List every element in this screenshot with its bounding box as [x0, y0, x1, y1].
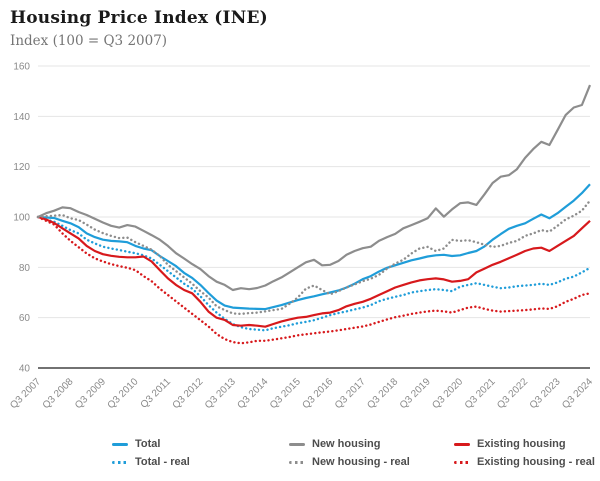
legend-swatch-new-housing — [289, 442, 305, 446]
x-tick-label: Q3 2013 — [203, 376, 238, 411]
x-tick-label: Q3 2008 — [41, 376, 76, 411]
chart-legend: Total New housing Existing housing Total… — [112, 438, 595, 468]
x-tick-label: Q3 2007 — [8, 376, 43, 411]
x-tick-label: Q3 2012 — [171, 376, 206, 411]
legend-item-existing-housing: Existing housing — [454, 438, 595, 450]
chart-subtitle: Index (100 = Q3 2007) — [10, 33, 168, 49]
x-tick-label: Q3 2017 — [333, 376, 368, 411]
x-tick-label: Q3 2022 — [495, 376, 530, 411]
x-tick-label: Q3 2021 — [463, 376, 498, 411]
legend-label-total: Total — [135, 438, 161, 450]
x-tick-label: Q3 2011 — [139, 376, 174, 411]
series-line-existing-housing — [37, 215, 591, 328]
series-line-new-housing — [37, 84, 592, 292]
x-tick-label: Q3 2009 — [73, 376, 108, 411]
series-line-total-real — [36, 215, 592, 332]
x-tick-label: Q3 2015 — [268, 376, 303, 411]
y-tick-label: 100 — [13, 213, 30, 224]
legend-item-total-real: Total - real — [112, 456, 289, 468]
legend-item-existing-housing-real: Existing housing - real — [454, 456, 595, 468]
x-tick-label: Q3 2024 — [560, 376, 595, 411]
legend-label-existing-housing-real: Existing housing - real — [477, 456, 595, 468]
legend-label-total-real: Total - real — [135, 456, 190, 468]
legend-swatch-existing-housing-real — [454, 460, 470, 464]
x-tick-label: Q3 2010 — [106, 376, 141, 411]
chart-header: Housing Price Index (INE) Index (100 = Q… — [10, 6, 268, 49]
x-tick-label: Q3 2020 — [430, 376, 465, 411]
series-line-existing-housing-real — [36, 215, 592, 345]
series-line-total — [37, 183, 591, 311]
legend-item-new-housing: New housing — [289, 438, 454, 450]
y-tick-label: 120 — [13, 162, 30, 173]
series-line-new-housing-real — [36, 199, 592, 316]
x-tick-label: Q3 2019 — [398, 376, 433, 411]
legend-label-existing-housing: Existing housing — [477, 438, 566, 450]
legend-swatch-total-real — [112, 460, 128, 464]
y-tick-label: 60 — [19, 313, 31, 324]
legend-swatch-existing-housing — [454, 442, 470, 446]
x-tick-label: Q3 2018 — [365, 376, 400, 411]
legend-swatch-total — [112, 442, 128, 446]
x-tick-label: Q3 2016 — [300, 376, 335, 411]
legend-label-new-housing: New housing — [312, 438, 381, 450]
legend-swatch-new-housing-real — [289, 460, 305, 464]
legend-label-new-housing-real: New housing - real — [312, 456, 410, 468]
y-tick-label: 80 — [19, 263, 31, 274]
y-tick-label: 40 — [19, 364, 31, 375]
y-tick-label: 160 — [13, 62, 30, 73]
x-tick-label: Q3 2023 — [528, 376, 563, 411]
legend-item-new-housing-real: New housing - real — [289, 456, 454, 468]
y-tick-label: 140 — [13, 112, 30, 123]
chart-title: Housing Price Index (INE) — [10, 8, 268, 28]
legend-item-total: Total — [112, 438, 289, 450]
x-tick-label: Q3 2014 — [236, 376, 271, 411]
